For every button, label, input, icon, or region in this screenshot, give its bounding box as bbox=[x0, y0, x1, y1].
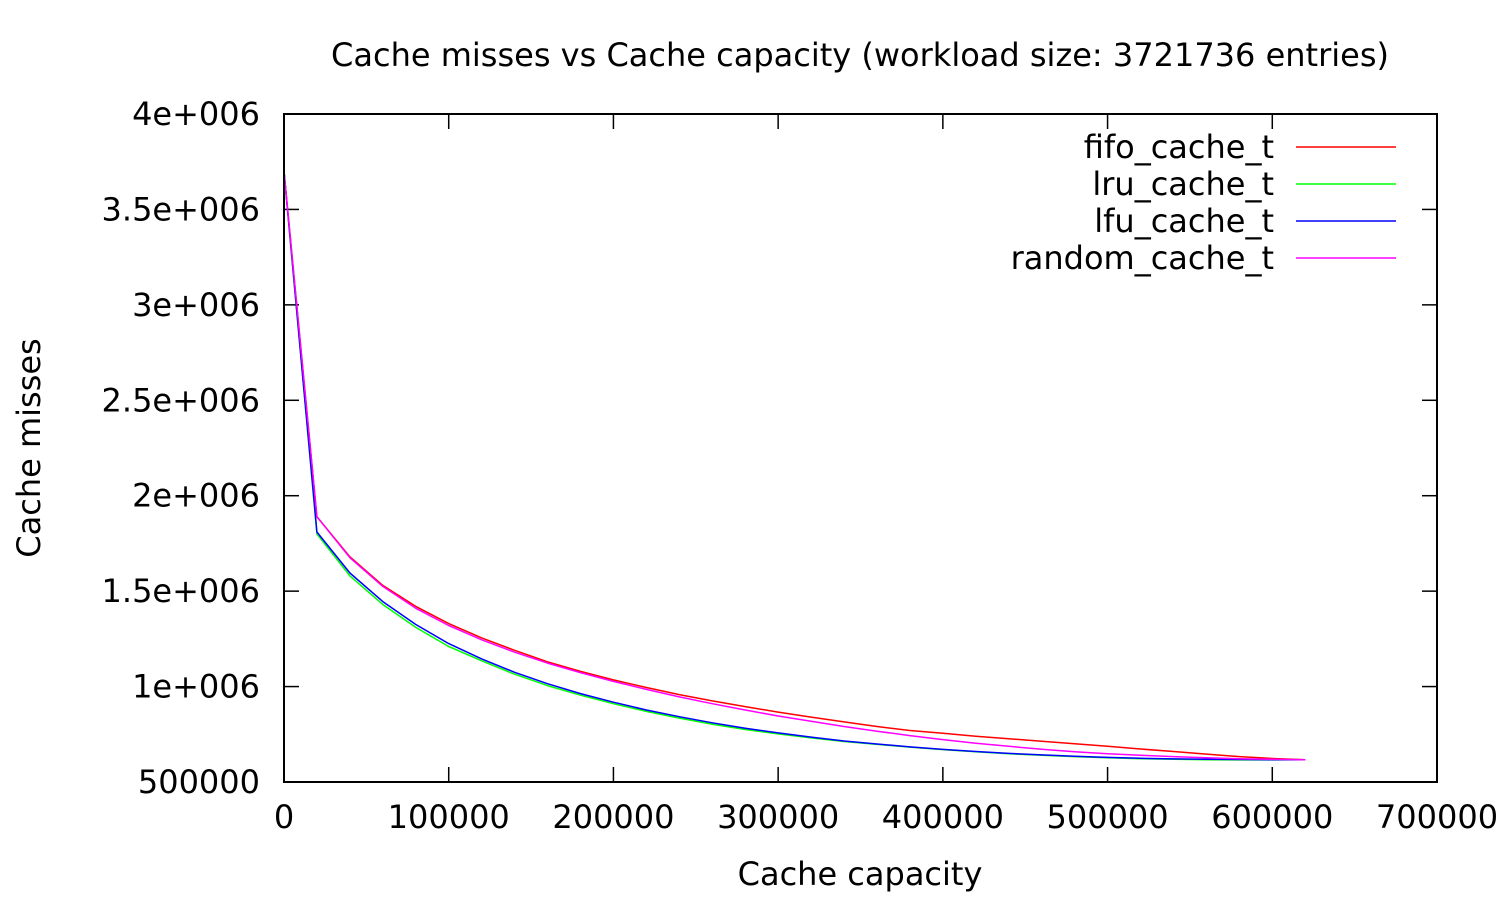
x-tick-label: 300000 bbox=[717, 798, 839, 836]
x-tick-label: 600000 bbox=[1211, 798, 1333, 836]
legend-label-fifo_cache_t: fifo_cache_t bbox=[1084, 128, 1274, 166]
legend-label-lfu_cache_t: lfu_cache_t bbox=[1094, 202, 1274, 240]
x-tick-label: 700000 bbox=[1376, 798, 1498, 836]
y-tick-label: 1.5e+006 bbox=[102, 572, 260, 610]
series-line-lfu_cache_t bbox=[283, 171, 1306, 761]
y-tick-label: 2e+006 bbox=[132, 477, 260, 515]
y-tick-label: 3.5e+006 bbox=[102, 190, 260, 228]
legend-label-lru_cache_t: lru_cache_t bbox=[1092, 165, 1274, 203]
x-axis-ticks: 0 100000 200000 300000 400000 500000 600000 700… bbox=[274, 114, 1498, 836]
x-tick-label: 100000 bbox=[388, 798, 510, 836]
x-tick-label: 400000 bbox=[882, 798, 1004, 836]
x-tick-label: 200000 bbox=[552, 798, 674, 836]
x-axis-label: Cache capacity bbox=[738, 855, 983, 893]
y-tick-label: 4e+006 bbox=[132, 95, 260, 133]
series-line-fifo_cache_t bbox=[283, 171, 1306, 761]
legend: fifo_cache_tlru_cache_tlfu_cache_trandom… bbox=[1011, 128, 1396, 277]
plot-frame bbox=[283, 113, 1438, 783]
chart-title: Cache misses vs Cache capacity (workload… bbox=[331, 36, 1389, 74]
series-line-random_cache_t bbox=[283, 171, 1306, 761]
y-axis-label: Cache misses bbox=[10, 338, 48, 557]
y-axis-ticks: 500000 1e+006 1.5e+006 2e+006 2.5e+006 3e+006… bbox=[102, 95, 1437, 801]
y-tick-label: 500000 bbox=[138, 763, 260, 801]
legend-label-random_cache_t: random_cache_t bbox=[1011, 239, 1274, 277]
y-tick-label: 3e+006 bbox=[132, 286, 260, 324]
series-lines bbox=[283, 171, 1306, 761]
x-tick-label: 500000 bbox=[1046, 798, 1168, 836]
x-tick-label: 0 bbox=[274, 798, 294, 836]
y-tick-label: 1e+006 bbox=[132, 668, 260, 706]
y-tick-label: 2.5e+006 bbox=[102, 381, 260, 419]
